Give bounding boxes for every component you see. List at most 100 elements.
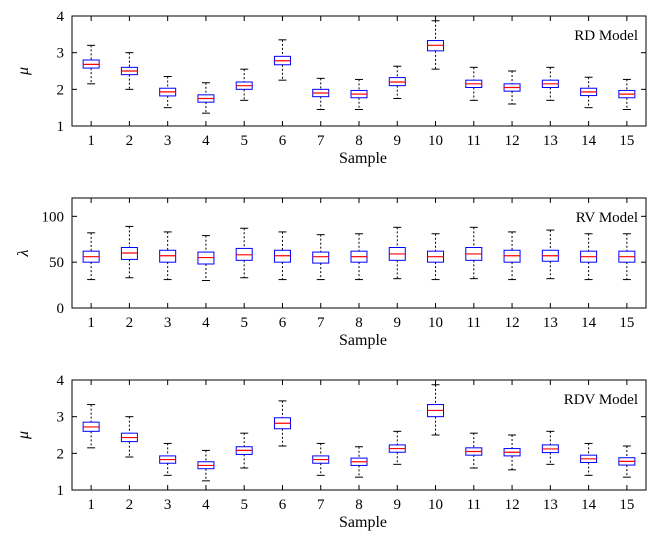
y-tick-label: 4 (57, 373, 65, 389)
x-tick-label: 1 (87, 133, 95, 149)
box-12 (503, 231, 521, 281)
x-tick-label: 11 (467, 133, 481, 149)
box-3 (159, 76, 177, 109)
x-tick-label: 13 (543, 497, 558, 513)
x-tick-label: 5 (240, 497, 248, 513)
box-11 (465, 226, 483, 280)
box-4 (197, 449, 215, 482)
box-8 (350, 446, 368, 478)
x-tick-label: 7 (317, 315, 325, 331)
x-tick-label: 15 (619, 497, 634, 513)
box-8 (350, 233, 368, 281)
x-tick-label: 12 (505, 497, 520, 513)
x-tick-label: 8 (355, 133, 363, 149)
box-7 (312, 234, 330, 281)
box-6 (273, 231, 291, 281)
x-tick-label: 9 (394, 133, 402, 149)
x-axis-label: Sample (339, 332, 387, 349)
x-tick-label: 7 (317, 133, 325, 149)
x-tick-label: 14 (581, 133, 597, 149)
x-tick-label: 4 (202, 497, 210, 513)
y-tick-label: 1 (57, 483, 65, 499)
box-7 (312, 442, 330, 476)
x-tick-label: 4 (202, 133, 210, 149)
x-tick-label: 4 (202, 315, 210, 331)
x-tick-label: 3 (164, 133, 172, 149)
y-tick-label: 2 (57, 82, 65, 98)
box-14 (580, 442, 598, 476)
box-5 (235, 68, 253, 101)
box-11 (465, 432, 483, 469)
x-axis-label: Sample (339, 150, 387, 167)
x-tick-label: 7 (317, 497, 325, 513)
x-tick-label: 11 (467, 497, 481, 513)
x-tick-label: 8 (355, 315, 363, 331)
box-1 (82, 404, 100, 449)
y-tick-label: 4 (57, 9, 65, 25)
box-9 (388, 430, 406, 465)
box-15 (618, 233, 636, 281)
box-3 (159, 231, 177, 281)
y-tick-label: 3 (57, 46, 65, 62)
x-tick-label: 5 (240, 133, 248, 149)
x-tick-label: 10 (428, 497, 443, 513)
y-tick-label: 3 (57, 410, 65, 426)
box-8 (350, 78, 368, 110)
box-2 (120, 225, 138, 279)
box-11 (465, 66, 483, 101)
y-axis-label: μ (15, 431, 32, 440)
box-2 (120, 52, 138, 90)
box-15 (618, 445, 636, 478)
box-4 (197, 82, 215, 114)
x-tick-label: 3 (164, 497, 172, 513)
x-tick-label: 10 (428, 133, 443, 149)
box-13 (541, 430, 559, 465)
x-tick-label: 6 (279, 315, 287, 331)
x-tick-label: 14 (581, 497, 597, 513)
box-7 (312, 77, 330, 110)
panel-title: RD Model (574, 28, 638, 44)
box-12 (503, 434, 521, 471)
box-14 (580, 233, 598, 281)
box-2 (120, 416, 138, 458)
y-tick-label: 50 (49, 255, 64, 271)
box-10 (427, 384, 445, 436)
x-tick-label: 8 (355, 497, 363, 513)
box-9 (388, 226, 406, 280)
x-tick-label: 15 (619, 133, 634, 149)
plot-frame (71, 197, 647, 309)
y-axis-label: λ (15, 249, 32, 257)
box-12 (503, 70, 521, 105)
box-1 (82, 232, 100, 281)
box-5 (235, 432, 253, 469)
x-tick-label: 6 (279, 497, 287, 513)
x-tick-label: 2 (126, 133, 134, 149)
box-iqr (312, 251, 330, 264)
y-axis-label: μ (15, 67, 32, 76)
box-13 (541, 66, 559, 101)
box-10 (427, 20, 445, 70)
x-tick-label: 12 (505, 133, 520, 149)
x-tick-label: 5 (240, 315, 248, 331)
y-tick-label: 0 (57, 301, 65, 317)
y-tick-label: 1 (57, 119, 65, 135)
x-tick-label: 11 (467, 315, 481, 331)
box-15 (618, 78, 636, 110)
box-3 (159, 442, 177, 476)
box-6 (273, 400, 291, 447)
y-tick-label: 2 (57, 446, 65, 462)
box-14 (580, 76, 598, 109)
x-tick-label: 1 (87, 497, 95, 513)
x-tick-label: 1 (87, 315, 95, 331)
x-tick-label: 9 (394, 315, 402, 331)
y-tick-label: 100 (42, 209, 65, 225)
x-tick-label: 15 (619, 315, 634, 331)
x-tick-label: 9 (394, 497, 402, 513)
x-tick-label: 2 (126, 497, 134, 513)
x-tick-label: 13 (543, 133, 558, 149)
box-10 (427, 233, 445, 281)
